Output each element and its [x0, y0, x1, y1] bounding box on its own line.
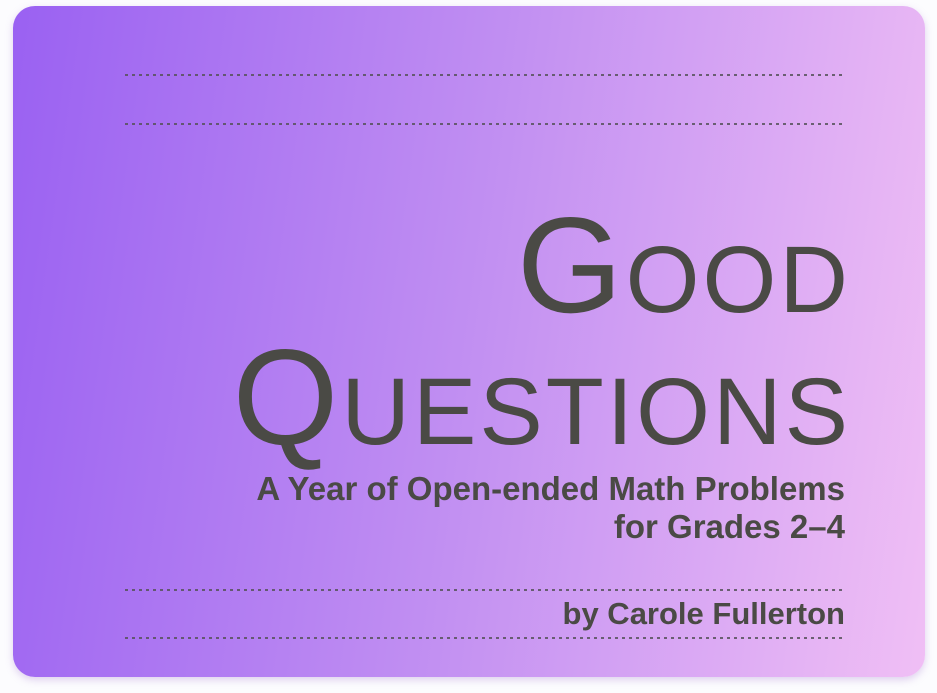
subtitle-line-2: for Grades 2–4	[613, 508, 845, 545]
subtitle: A Year of Open-ended Math Problems for G…	[256, 470, 845, 546]
title-line-1: Good	[516, 189, 851, 341]
dotted-rule-top-1	[125, 74, 843, 76]
byline: by Carole Fullerton	[562, 596, 845, 631]
subtitle-line-1: A Year of Open-ended Math Problems	[256, 470, 845, 507]
title-line-2: Questions	[232, 321, 851, 473]
dotted-rule-bottom-1	[125, 589, 843, 591]
dotted-rule-bottom-2	[125, 637, 843, 639]
dotted-rule-top-2	[125, 123, 843, 125]
cover-card: Good Questions A Year of Open-ended Math…	[13, 6, 925, 677]
